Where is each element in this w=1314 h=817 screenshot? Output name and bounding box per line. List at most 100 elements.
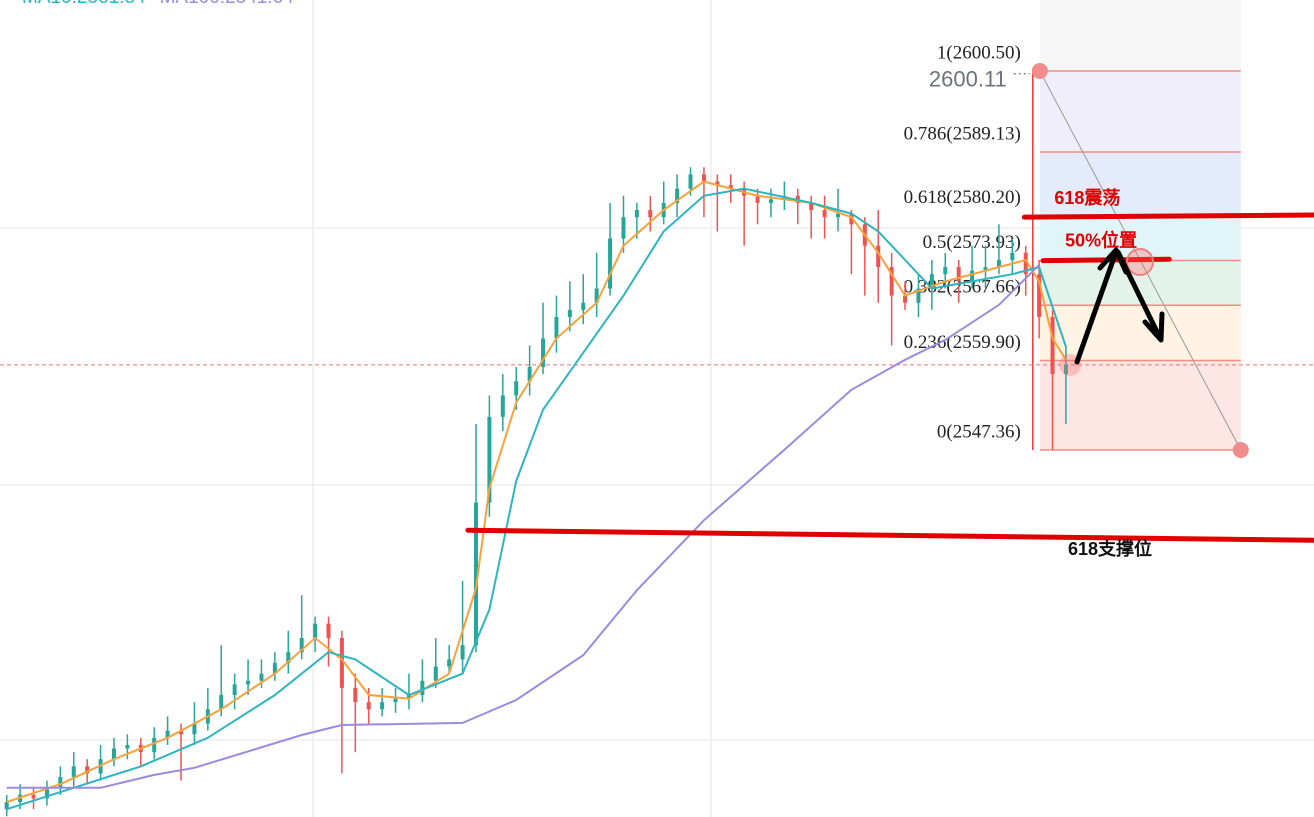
candle-body [514, 381, 519, 396]
candle-body [85, 766, 90, 774]
candle-body [500, 395, 505, 417]
candle-body [380, 702, 385, 710]
candle-body [554, 317, 559, 339]
candle-body [232, 684, 237, 696]
candle-body [420, 680, 425, 696]
annotation-line [1021, 212, 1314, 220]
candle-body [634, 210, 639, 218]
fib-label: 0.236(2559.90) [904, 332, 1021, 353]
legend-entry: MA100:2541.64 [160, 0, 295, 8]
candle-body [594, 288, 599, 303]
candle-body [715, 181, 720, 186]
fib-band [1039, 70, 1241, 153]
candle-body [179, 730, 184, 735]
fib-handle [1232, 441, 1249, 458]
candle-body [406, 695, 411, 699]
candle-body [903, 295, 908, 303]
candle-body [393, 698, 398, 703]
fib-label: 0.786(2589.13) [904, 123, 1021, 144]
fib-band [1039, 152, 1241, 216]
ma-line [6, 264, 1040, 789]
candle-body [339, 637, 344, 688]
candle-body [956, 267, 961, 282]
candle-body [836, 213, 841, 218]
price-label: 2600.11 [929, 67, 1007, 92]
candle-body [192, 723, 197, 735]
candle-body [460, 645, 465, 660]
candle-body [353, 687, 358, 703]
candle-body [125, 744, 130, 749]
candle-body [728, 185, 733, 189]
fib-label: 1(2600.50) [937, 42, 1021, 63]
candle-body [313, 623, 318, 638]
fib-label: 0(2547.36) [937, 421, 1021, 442]
candle-body [299, 637, 304, 653]
candle-body [286, 652, 291, 663]
candle-body [688, 174, 693, 189]
candle-body [447, 659, 452, 667]
candle-body [916, 288, 921, 303]
candle-body [219, 695, 224, 710]
arrow-head [1142, 311, 1165, 343]
legend-entry: MA10:2561.84 [22, 0, 146, 8]
candle-body [822, 210, 827, 218]
candle-body [473, 502, 478, 646]
candle-body [487, 416, 492, 503]
fib-band [1039, 305, 1241, 361]
annotations: 618震荡 50%位置 618支撑位 [465, 187, 1314, 559]
annotation-text: 50%位置 [1065, 229, 1137, 250]
candle-body [326, 623, 331, 638]
candle-body [755, 195, 760, 203]
candle-body [889, 267, 894, 296]
fib-label: 0.5(2573.93) [923, 232, 1021, 253]
ma-lines [6, 180, 1067, 811]
arrow-up [1074, 249, 1119, 365]
candle-body [272, 662, 277, 674]
candle-body [621, 217, 626, 239]
candle-body [541, 338, 546, 367]
fib-tool: 1(2600.50) 0.786(2589.13) 0.618(2580.20) 0.… [0, 42, 1314, 458]
candle-body [31, 794, 36, 799]
fib-label: 0.618(2580.20) [904, 187, 1021, 208]
fib-band [1039, 360, 1241, 450]
candle-body [366, 702, 371, 710]
candle-body [527, 366, 532, 382]
arrows [1059, 247, 1165, 376]
candle-body [1063, 364, 1068, 375]
candle-body [849, 213, 854, 225]
candle-body [701, 174, 706, 182]
annotation-text: 618震荡 [1054, 187, 1120, 208]
annotation-text: 618支撑位 [1068, 538, 1152, 559]
candle-body [1050, 317, 1055, 375]
candle-body [1037, 274, 1042, 318]
arrow-down [1115, 249, 1163, 341]
candle-body [1023, 252, 1028, 275]
fib-handle [1031, 62, 1048, 79]
candle-body [809, 202, 814, 211]
candle-body [71, 766, 76, 778]
candle-body [111, 748, 116, 760]
candle-body [4, 802, 9, 810]
candle-body [581, 302, 586, 310]
fib-label: 0.382(2567.66) [904, 277, 1021, 298]
marker [1126, 248, 1154, 276]
fib-band [1039, 215, 1241, 261]
candle-body [259, 673, 264, 681]
candle-body [608, 238, 613, 289]
candle-body [996, 259, 1001, 268]
candle-body [246, 680, 251, 685]
candle-body [165, 730, 170, 738]
candle-body [648, 210, 653, 218]
candle-body [970, 270, 975, 282]
fib-background [1040, 0, 1241, 71]
candle-body [44, 787, 49, 799]
legend: MA10:2561.84 MA100:2541.64 [22, 0, 294, 8]
candle-body [567, 309, 572, 318]
candle-body [929, 274, 934, 289]
annotation-line [465, 527, 1314, 543]
candle-body [675, 188, 680, 203]
ma-line [6, 180, 1067, 803]
candle-body [433, 666, 438, 681]
